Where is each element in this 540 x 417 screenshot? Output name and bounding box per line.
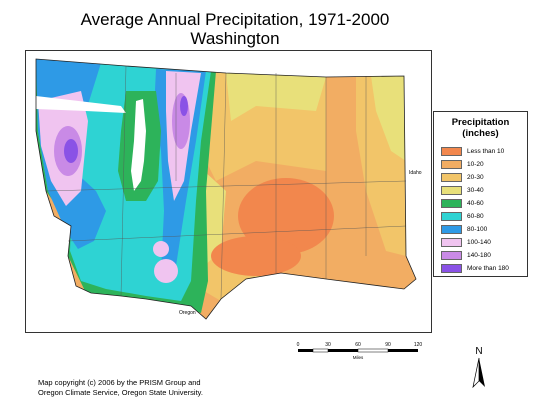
legend-label: 10-20	[467, 161, 484, 168]
scale-segment	[328, 349, 358, 352]
copyright-note: Map copyright (c) 2006 by the PRISM Grou…	[38, 378, 203, 398]
precip-zone-100-140-south-cascades	[154, 259, 178, 283]
scale-segment	[312, 348, 329, 353]
legend-label: 80-100	[467, 226, 488, 233]
legend-title-line1: Precipitation	[451, 117, 510, 128]
legend-item: 40-60	[441, 197, 527, 210]
legend-item: More than 180	[441, 262, 527, 275]
scale-segment	[388, 349, 418, 352]
map-title-line2: Washington	[190, 29, 280, 48]
legend-swatch	[441, 238, 462, 247]
precip-zone-gt180-olympics	[64, 139, 78, 163]
scale-bar-graphic: 0 30 60 90 120 Miles	[297, 342, 423, 360]
strait-of-juan-de-fuca-water	[36, 96, 126, 113]
legend-item: 30-40	[441, 184, 527, 197]
map-frame: Idaho Oregon	[25, 50, 432, 333]
legend-label: 140-180	[467, 252, 491, 259]
scale-tick-label: 30	[325, 342, 331, 348]
scale-tick-label: 90	[385, 342, 391, 348]
legend-swatch	[441, 173, 462, 182]
legend-title-line2: (inches)	[462, 128, 499, 139]
legend-item: 140-180	[441, 249, 527, 262]
legend-item: 60-80	[441, 210, 527, 223]
washington-precipitation-map: Idaho Oregon	[35, 58, 422, 320]
precip-zone-30-40-northeast	[371, 76, 406, 161]
legend-swatch	[441, 186, 462, 195]
legend-swatch	[441, 264, 462, 273]
legend-label: 20-30	[467, 174, 484, 181]
legend-swatch	[441, 160, 462, 169]
precip-zone-gt180-cascades	[180, 96, 188, 116]
map-title-line1: Average Annual Precipitation, 1971-2000	[80, 10, 390, 29]
legend-item: Less than 10	[441, 145, 527, 158]
scale-unit-label: Miles	[353, 355, 364, 360]
map-title: Average Annual Precipitation, 1971-2000 …	[0, 10, 470, 48]
legend-item: 80-100	[441, 223, 527, 236]
legend-swatch	[441, 212, 462, 221]
scale-tick-label: 120	[414, 342, 423, 348]
scale-tick-label: 60	[355, 342, 361, 348]
precip-zone-100-140-rainier	[153, 241, 169, 257]
north-arrow-left-half	[472, 357, 480, 389]
state-outline	[35, 58, 417, 320]
north-arrow-right-half	[479, 358, 485, 387]
legend-label: 30-40	[467, 187, 484, 194]
legend-item: 100-140	[441, 236, 527, 249]
legend-swatch	[441, 225, 462, 234]
legend-swatch	[441, 199, 462, 208]
idaho-label: Idaho	[409, 170, 422, 176]
legend-label: Less than 10	[467, 148, 505, 155]
legend-label: 60-80	[467, 213, 484, 220]
legend-swatch	[441, 147, 462, 156]
legend-label: More than 180	[467, 265, 509, 272]
north-arrow-icon: N	[472, 346, 485, 389]
precip-zone-lt10-basin	[238, 178, 334, 254]
north-arrow: N	[468, 345, 490, 390]
legend-swatch	[441, 251, 462, 260]
precip-zone-lt10-south	[211, 236, 301, 276]
legend-label: 40-60	[467, 200, 484, 207]
legend-title: Precipitation (inches)	[434, 117, 527, 139]
scale-segment	[298, 349, 313, 352]
county-boundaries	[45, 65, 407, 300]
scale-tick-label: 0	[297, 342, 300, 348]
legend-item: 20-30	[441, 171, 527, 184]
precip-zone-30-40-eastslope	[204, 171, 226, 266]
scale-bar: 0 30 60 90 120 Miles	[295, 340, 425, 370]
oregon-label: Oregon	[179, 310, 196, 316]
legend-label: 100-140	[467, 239, 491, 246]
copyright-line1: Map copyright (c) 2006 by the PRISM Grou…	[38, 378, 201, 387]
legend-list: Less than 10 10-20 20-30 30-40 40-60 60-…	[434, 145, 527, 275]
puget-sound-water	[131, 99, 146, 191]
precipitation-legend: Precipitation (inches) Less than 10 10-2…	[433, 111, 528, 277]
legend-item: 10-20	[441, 158, 527, 171]
north-arrow-label: N	[475, 346, 482, 357]
scale-segment	[357, 348, 389, 353]
copyright-line2: Oregon Climate Service, Oregon State Uni…	[38, 388, 203, 397]
